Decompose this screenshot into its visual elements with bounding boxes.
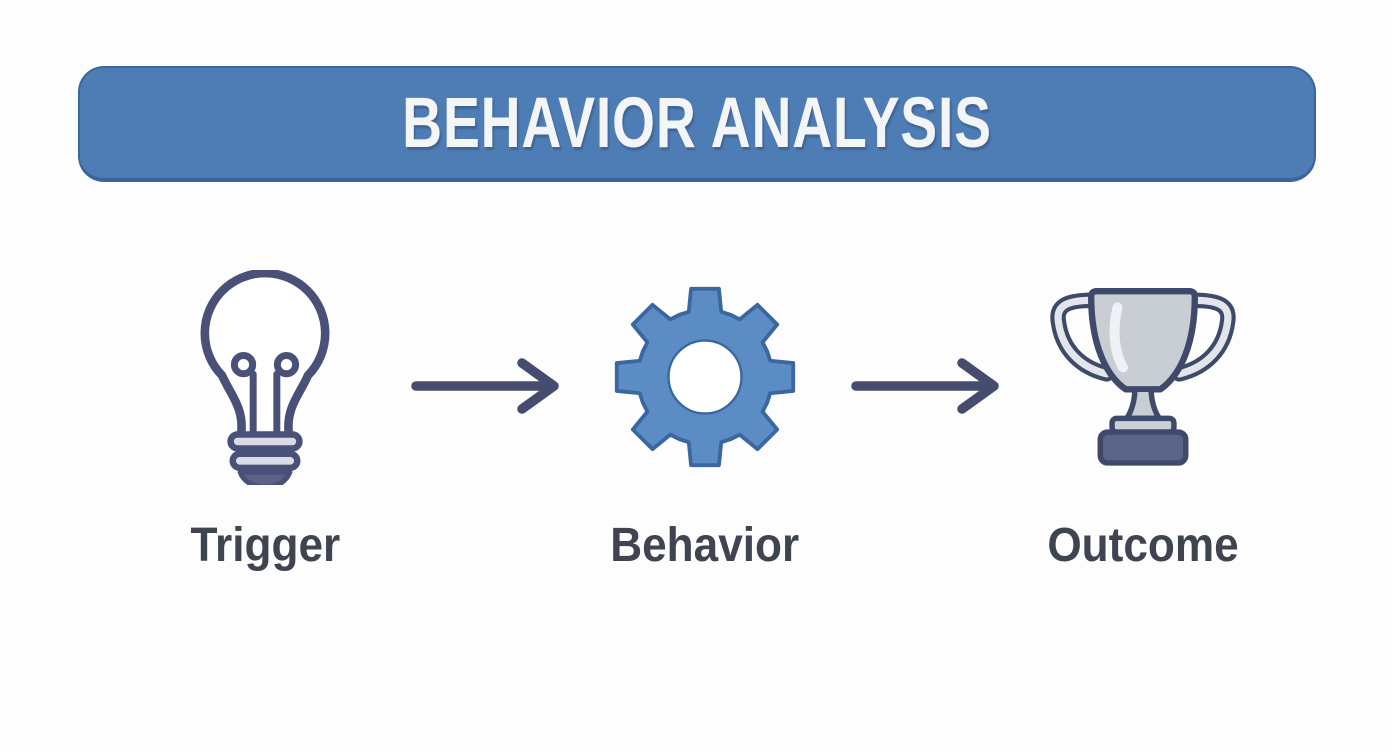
title-banner: BEHAVIOR ANALYSIS <box>78 66 1316 182</box>
lightbulb-glass <box>200 269 330 436</box>
lightbulb-cap <box>237 468 293 485</box>
lightbulb-filament <box>230 351 300 437</box>
step-trigger: Trigger <box>115 262 415 573</box>
step-behavior: Behavior <box>555 262 855 573</box>
trophy-highlight <box>1109 302 1128 372</box>
arrow-right-svg <box>411 358 559 414</box>
gear-icon <box>555 262 855 492</box>
step-outcome: Outcome <box>993 262 1293 573</box>
trophy-handles <box>1050 292 1236 382</box>
trophy-svg <box>1050 287 1236 466</box>
arrow-right-icon <box>410 356 560 416</box>
step-label-trigger: Trigger <box>190 519 340 572</box>
lightbulb-svg <box>200 269 330 485</box>
trophy-icon <box>993 262 1293 492</box>
arrow-right-svg <box>851 358 999 414</box>
trophy-stem <box>1123 386 1163 421</box>
step-label-outcome: Outcome <box>1047 519 1239 572</box>
gear-hole <box>667 339 743 415</box>
page-title: BEHAVIOR ANALYSIS <box>402 83 992 163</box>
gear-svg <box>614 286 796 468</box>
arrow-right-icon <box>850 356 1000 416</box>
lightbulb-base <box>227 430 303 471</box>
trophy-base <box>1097 428 1189 466</box>
step-label-behavior: Behavior <box>610 519 800 572</box>
lightbulb-icon <box>115 262 415 492</box>
